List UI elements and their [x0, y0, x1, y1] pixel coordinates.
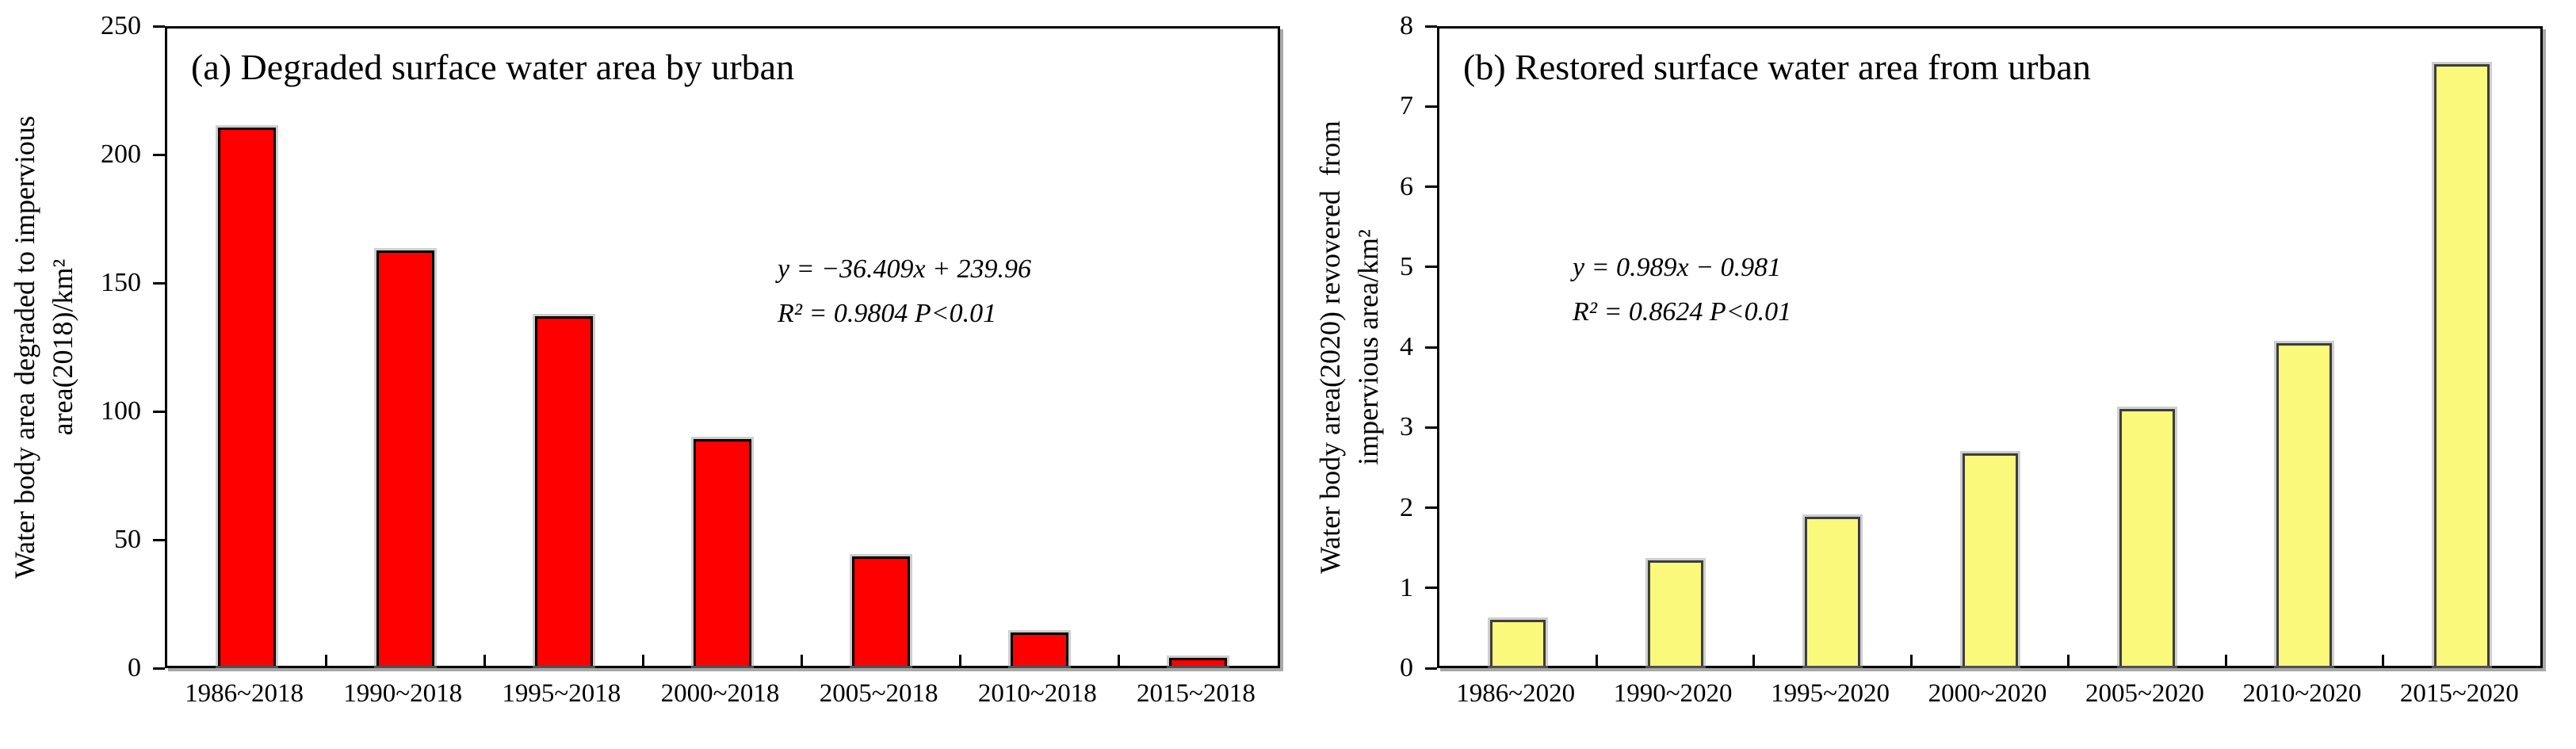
x-category-label-1990~2018: 1990~2018	[343, 679, 463, 708]
panel-title-b: (b) Restored surface water area from urb…	[1463, 47, 2091, 87]
x-axis-tick	[324, 655, 327, 666]
bar-2010~2020	[2276, 342, 2333, 666]
x-axis-tick	[2067, 655, 2070, 666]
x-category-label-1990~2020: 1990~2020	[1613, 679, 1733, 708]
x-axis-tick	[1752, 655, 1756, 666]
x-axis-tick	[959, 655, 962, 666]
y-tick-label-50: 50	[114, 525, 141, 554]
bar-2015~2020	[2433, 64, 2490, 666]
bar-2010~2018	[1011, 632, 1069, 666]
bar-1986~2018	[217, 128, 276, 666]
y-tick-label-0: 0	[1400, 653, 1413, 682]
bar-1995~2018	[534, 316, 593, 666]
x-axis-tick	[1118, 655, 1121, 666]
x-category-label-2005~2020: 2005~2020	[2085, 679, 2204, 708]
x-category-label-2015~2020: 2015~2020	[2399, 679, 2519, 708]
x-category-label-2000~2020: 2000~2020	[1928, 679, 2047, 708]
x-axis-tick	[641, 655, 644, 666]
x-axis-tick	[1595, 655, 1598, 666]
y-axis-tick	[1425, 25, 1437, 28]
x-category-label-1995~2020: 1995~2020	[1771, 679, 1890, 708]
y-tick-label-100: 100	[101, 396, 141, 426]
y-axis-tick	[153, 538, 165, 541]
y-tick-label-7: 7	[1400, 91, 1413, 121]
y-tick-label-2: 2	[1400, 492, 1413, 522]
y-tick-label-4: 4	[1400, 332, 1413, 361]
y-axis-tick	[1425, 185, 1437, 188]
y-tick-label-3: 3	[1400, 412, 1413, 442]
bars-b	[1439, 29, 2540, 666]
plot-area-b: (b) Restored surface water area from urb…	[1437, 26, 2543, 668]
x-category-label-2015~2018: 2015~2018	[1136, 679, 1256, 708]
y-axis-tick	[1425, 506, 1437, 509]
bar-2005~2020	[2119, 409, 2175, 666]
bar-2000~2020	[1962, 453, 2018, 666]
bar-2005~2018	[852, 556, 911, 666]
y-axis-tick	[1425, 105, 1437, 108]
plot-area-a: (a) Degraded surface water area by urban…	[165, 26, 1280, 668]
y-axis-tick	[1425, 346, 1437, 349]
y-axis-tick	[153, 25, 165, 28]
x-axis-tick	[2382, 655, 2385, 666]
y-axis-tick	[1425, 266, 1437, 269]
regression-annotation-a: y = −36.409x + 239.96 R² = 0.9804 P<0.01	[778, 247, 1031, 336]
y-tick-label-1: 1	[1400, 572, 1413, 602]
y-tick-label-150: 150	[101, 268, 141, 297]
bar-1990~2018	[376, 250, 434, 666]
regression-equation-b: y = 0.989x − 0.981	[1573, 253, 1782, 282]
y-axis-tick	[1425, 667, 1437, 670]
x-axis-tick	[1909, 655, 1913, 666]
x-category-label-1986~2020: 1986~2020	[1456, 679, 1576, 708]
x-category-label-2005~2018: 2005~2018	[819, 679, 938, 708]
y-axis-tick	[153, 281, 165, 285]
x-axis-tick	[2224, 655, 2227, 666]
y-axis-tick	[153, 153, 165, 156]
y-tick-label-200: 200	[101, 139, 141, 169]
x-category-label-1995~2018: 1995~2018	[502, 679, 621, 708]
y-axis-tick	[1425, 426, 1437, 429]
regression-r2-b: R² = 0.8624 P<0.01	[1573, 297, 1792, 327]
y-tick-label-6: 6	[1400, 171, 1413, 201]
y-tick-label-0: 0	[128, 653, 141, 682]
y-axis-tick	[1425, 587, 1437, 590]
regression-equation-a: y = −36.409x + 239.96	[778, 254, 1032, 284]
x-category-label-1986~2018: 1986~2018	[185, 679, 304, 708]
y-tick-label-250: 250	[101, 11, 141, 40]
y-tick-label-5: 5	[1400, 251, 1413, 281]
y-axis-tick	[153, 410, 165, 413]
x-axis-tick	[483, 655, 486, 666]
regression-annotation-b: y = 0.989x − 0.981 R² = 0.8624 P<0.01	[1573, 246, 1791, 334]
bar-1986~2020	[1490, 619, 1546, 666]
x-category-label-2010~2018: 2010~2018	[977, 679, 1097, 708]
y-axis-tick	[153, 667, 165, 670]
bar-2015~2018	[1169, 658, 1228, 666]
bar-1995~2020	[1805, 517, 1861, 666]
regression-r2-a: R² = 0.9804 P<0.01	[778, 299, 997, 329]
x-category-label-2000~2018: 2000~2018	[660, 679, 780, 708]
panel-title-a: (a) Degraded surface water area by urban	[191, 47, 795, 87]
bar-1990~2020	[1647, 560, 1703, 666]
bar-2000~2018	[694, 438, 751, 666]
x-axis-tick	[801, 655, 804, 666]
x-category-label-2010~2020: 2010~2020	[2242, 679, 2362, 708]
bars-a	[167, 29, 1278, 666]
y-tick-label-8: 8	[1400, 11, 1413, 40]
